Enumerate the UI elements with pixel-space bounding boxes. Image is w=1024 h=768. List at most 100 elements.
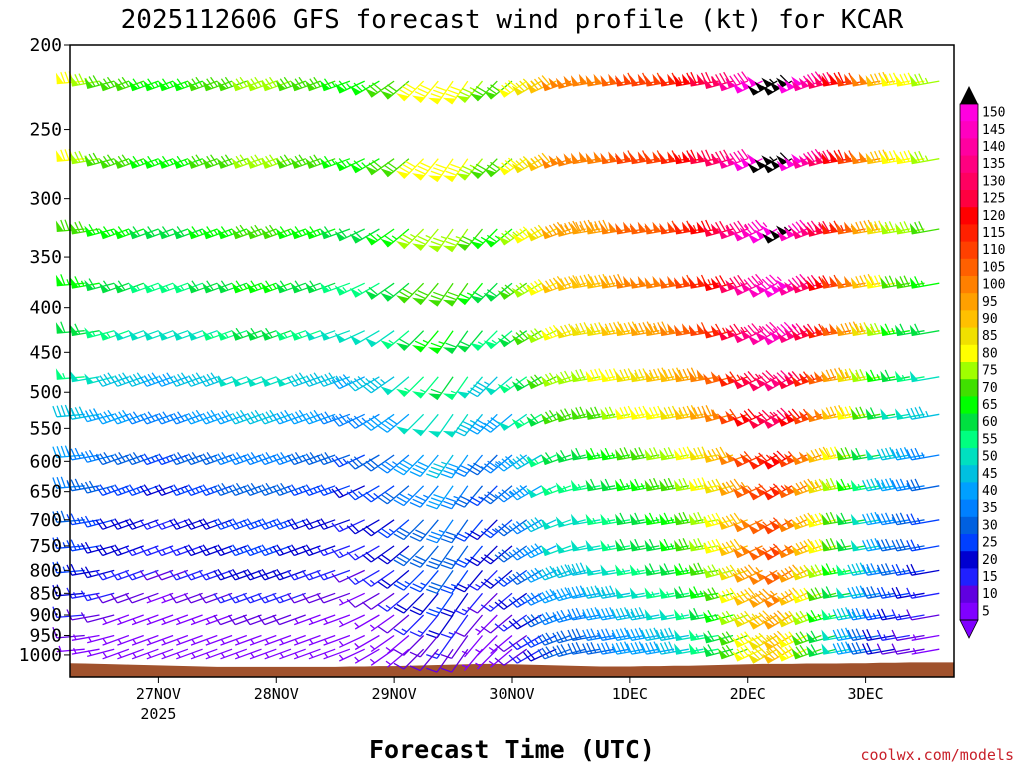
barb-flag (655, 629, 662, 641)
barb-pennant (688, 408, 698, 420)
wind-barb (131, 634, 159, 646)
wind-barb (732, 450, 763, 468)
barb-staff (234, 519, 262, 530)
barb-staff (852, 158, 881, 165)
barb-flag (862, 609, 869, 621)
colorbar-cell (960, 551, 978, 569)
barb-staff (808, 592, 837, 602)
barb-staff (117, 545, 144, 557)
barb-pennant (526, 487, 537, 498)
barb-flag (508, 525, 518, 535)
barb-flag (158, 412, 167, 423)
barb-flag (173, 518, 181, 529)
barb-flag (667, 447, 674, 458)
barb-pennant (747, 287, 759, 298)
barb-flag (876, 564, 883, 576)
barb-staff (370, 485, 395, 503)
barb-flag (825, 369, 832, 381)
barb-flag (690, 405, 697, 416)
barb-half-flag (842, 568, 847, 575)
barb-flag (586, 642, 593, 654)
barb-flag (440, 473, 452, 479)
barb-flag (840, 538, 847, 550)
barb-pennant (483, 238, 496, 247)
wind-barb (293, 614, 321, 626)
barb-staff (386, 545, 410, 565)
barb-flag (918, 406, 925, 418)
barb-staff (354, 592, 380, 608)
wind-barb (688, 511, 719, 526)
wind-barb (488, 648, 513, 668)
barb-flag (143, 412, 152, 423)
barb-pennant (710, 75, 721, 87)
barb-half-flag (855, 372, 859, 379)
barb-flag (719, 220, 726, 232)
barb-pennant (428, 97, 441, 105)
barb-flag (530, 282, 539, 293)
barb-flag (572, 220, 580, 232)
barb-flag (885, 447, 892, 459)
barb-flag (250, 411, 259, 422)
barb-pennant (600, 479, 609, 491)
barb-half-flag (425, 234, 432, 239)
barb-pennant (909, 370, 919, 382)
barb-flag (721, 516, 730, 527)
barb-half-flag (117, 618, 122, 624)
barb-pennant (791, 76, 802, 87)
wind-barb (216, 76, 248, 92)
pressure-axis: 2002503003504004505005506006507007508008… (19, 35, 70, 666)
barb-half-flag (810, 567, 815, 574)
barb-half-flag (110, 229, 115, 235)
barb-flag (261, 484, 270, 495)
wind-barb (747, 274, 782, 298)
barb-staff (386, 454, 410, 474)
barb-pennant (319, 329, 330, 341)
barb-pennant (710, 277, 721, 289)
barb-pennant (783, 412, 795, 423)
barb-half-flag (205, 618, 211, 624)
barb-flag (80, 516, 88, 528)
barb-staff (602, 485, 631, 492)
barb-half-flag (840, 224, 844, 231)
barb-flag (445, 342, 457, 348)
barb-pennant (667, 275, 676, 287)
barb-flag (490, 84, 501, 92)
barb-staff (279, 648, 306, 660)
barb-pennant (202, 158, 213, 169)
barb-half-flag (438, 341, 445, 345)
barb-flag (412, 583, 424, 590)
x-tick-sublabel: 2025 (140, 705, 176, 723)
barb-staff (852, 330, 881, 337)
barb-pennant (231, 329, 242, 341)
barb-flag (682, 406, 689, 418)
barb-flag (467, 390, 478, 398)
barb-half-flag (338, 654, 344, 660)
barb-pennant (275, 376, 286, 387)
barb-staff (572, 282, 601, 289)
barb-flag (725, 589, 734, 600)
barb-flag (534, 78, 543, 89)
barb-flag (453, 535, 465, 542)
barb-flag (859, 368, 866, 380)
barb-flag (399, 493, 411, 501)
barb-flag (399, 89, 410, 96)
barb-pennant (769, 520, 781, 530)
barb-flag (409, 631, 421, 637)
wind-barb (836, 478, 866, 492)
colorbar-cell (960, 499, 978, 518)
barb-flag (409, 651, 421, 658)
barb-staff (249, 592, 277, 604)
barb-flag (552, 632, 560, 644)
barb-pennant (143, 228, 154, 239)
barb-flag (114, 375, 122, 386)
barb-flag (114, 518, 122, 529)
barb-staff (117, 634, 144, 646)
barb-flag (232, 568, 240, 579)
barb-flag (705, 71, 712, 83)
barb-half-flag (825, 327, 830, 334)
barb-flag (761, 409, 771, 419)
barb-flag (443, 534, 455, 540)
barb-flag (736, 569, 745, 580)
barb-flag (368, 458, 379, 467)
barb-half-flag (440, 235, 447, 240)
